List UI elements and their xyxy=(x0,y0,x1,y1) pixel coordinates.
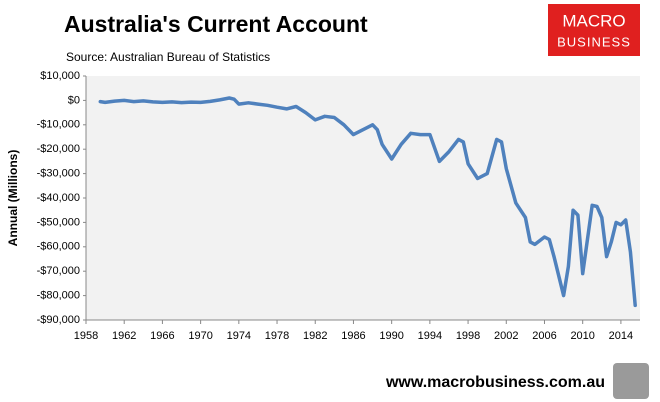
logo-text: BUSINESS xyxy=(557,34,631,49)
y-tick-label: -$50,000 xyxy=(37,216,80,228)
x-tick-label: 2002 xyxy=(494,330,518,342)
logo-text: MACRO xyxy=(562,11,625,30)
y-tick-label: -$60,000 xyxy=(37,241,80,253)
y-axis-label: Annual (Millions) xyxy=(6,150,20,247)
y-tick-label: -$70,000 xyxy=(37,265,80,277)
y-tick-label: -$20,000 xyxy=(37,143,80,155)
x-tick-label: 1970 xyxy=(188,330,212,342)
logo-box xyxy=(548,4,640,56)
y-tick-label: -$10,000 xyxy=(37,119,80,131)
y-tick-label: $0 xyxy=(68,94,80,106)
x-tick-label: 2010 xyxy=(570,330,594,342)
x-tick-label: 1982 xyxy=(303,330,327,342)
plot-area xyxy=(86,76,640,320)
y-tick-label: -$40,000 xyxy=(37,192,80,204)
footer: www.macrobusiness.com.au xyxy=(385,374,605,391)
x-tick-label: 1962 xyxy=(112,330,136,342)
x-tick-label: 1966 xyxy=(150,330,174,342)
y-tick-label: -$30,000 xyxy=(37,168,80,180)
chart-subtitle: Source: Australian Bureau of Statistics xyxy=(66,50,270,64)
y-tick-label: -$80,000 xyxy=(37,290,80,302)
x-tick-label: 1978 xyxy=(265,330,289,342)
x-tick-label: 1990 xyxy=(379,330,403,342)
x-tick-label: 1994 xyxy=(418,330,442,342)
x-tick-label: 1998 xyxy=(456,330,480,342)
x-tick-label: 1986 xyxy=(341,330,365,342)
x-tick-label: 2006 xyxy=(532,330,556,342)
y-tick-label: -$90,000 xyxy=(37,314,80,326)
chart-title: Australia's Current Account xyxy=(64,11,368,37)
wolf-icon xyxy=(613,363,649,399)
x-tick-label: 1974 xyxy=(227,330,251,342)
line xyxy=(98,96,637,308)
y-tick-label: $10,000 xyxy=(40,70,80,82)
x-tick-label: 1958 xyxy=(74,330,98,342)
x-tick-label: 2014 xyxy=(609,330,633,342)
